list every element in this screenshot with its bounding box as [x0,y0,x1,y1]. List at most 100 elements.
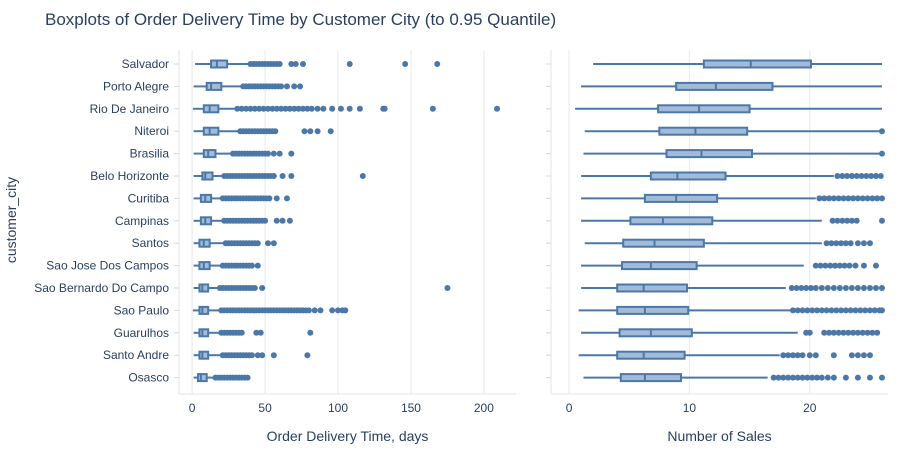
outlier-point [789,352,796,359]
outlier-point [854,195,861,202]
x-tick-label: 20 [803,401,817,415]
outlier-point [244,374,251,381]
outlier-point [295,105,302,112]
panel-2: 0 10 20 Number of Sales [546,50,888,444]
box-10: Sao Bernardo Do Campo [34,281,451,295]
outlier-point [307,329,314,336]
outlier-point [857,307,864,314]
iqr-box [616,305,690,315]
y-tick-label: Curitiba [128,191,170,205]
outlier-point [872,285,879,291]
outlier-point [841,262,848,269]
outlier-point [806,352,813,359]
outlier-point [238,329,245,336]
outlier-point [809,374,816,381]
outlier-point [288,150,295,157]
outlier-point [307,128,314,135]
outlier-point [335,307,342,314]
outlier-point [868,173,875,179]
outlier-point [816,195,823,202]
outlier-point [793,285,800,291]
outlier-point [848,352,855,359]
box-13: Santo Andre [103,348,311,362]
outlier-point [337,105,344,112]
outlier-point [288,173,295,179]
outlier-point [824,374,831,381]
box-0 [546,59,882,69]
outlier-point [279,217,286,224]
y-tick-label: Porto Alegre [103,79,169,93]
outlier-point [869,195,876,202]
y-tick-label: Belo Horizonte [90,169,169,183]
outlier-point [842,307,849,314]
outlier-point [788,285,795,291]
outlier-point [860,352,867,359]
x-tick-label: 0 [566,401,573,415]
box-13 [546,350,873,360]
outlier-point [826,329,833,336]
iqr-box [196,373,208,383]
outlier-point [872,262,879,269]
outlier-point [803,285,810,291]
box-9: Sao Jose Dos Campos [46,259,261,273]
outlier-point [234,105,241,112]
iqr-box [202,149,217,159]
outlier-point [278,105,285,112]
outlier-point [858,173,865,179]
outlier-point [259,352,266,359]
x-tick-label: 50 [258,401,272,415]
outlier-point [251,105,258,112]
x-tick-label: 200 [474,401,494,415]
outlier-point [276,61,283,67]
y-tick-label: Osasco [128,371,169,385]
outlier-point [359,173,366,179]
iqr-box [198,328,210,338]
iqr-box [198,283,210,293]
outlier-point [291,105,298,112]
outlier-point [282,105,289,112]
outlier-point [264,240,271,247]
outlier-point [832,262,839,269]
outlier-point [279,173,286,179]
outlier-point [840,195,847,202]
outlier-point [346,105,353,112]
outlier-point [806,329,813,336]
box-4 [546,149,885,159]
outlier-point [304,352,311,359]
outlier-point [845,195,852,202]
outlier-point [264,105,271,112]
outlier-point [866,240,873,247]
outlier-point [860,262,867,269]
iqr-box [675,81,774,91]
outlier-point [864,329,871,336]
x-tick-label: 0 [189,401,196,415]
outlier-point [864,195,871,202]
outlier-point [828,307,835,314]
outlier-point [878,217,885,224]
y-tick-label: Santo Andre [103,348,169,362]
outlier-point [830,352,837,359]
outlier-point [798,285,805,291]
outlier-point [840,329,847,336]
outlier-point [818,285,825,291]
outlier-point [866,374,873,381]
outlier-point [301,128,308,135]
outlier-point [272,128,279,135]
outlier-point [829,217,836,224]
outlier-point [308,105,315,112]
box-4: Brasilia [130,147,295,161]
outlier-point [852,262,859,269]
outlier-point [429,105,436,112]
outlier-point [317,307,324,314]
outlier-point [818,307,825,314]
outlier-point [872,173,879,179]
outlier-point [854,285,861,291]
box-7 [546,216,885,226]
outlier-point [775,374,782,381]
y-tick-label: Brasilia [130,147,170,161]
outlier-point [329,105,336,112]
outlier-point [852,307,859,314]
outlier-point [276,150,283,157]
y-tick-label: Santos [132,236,169,250]
